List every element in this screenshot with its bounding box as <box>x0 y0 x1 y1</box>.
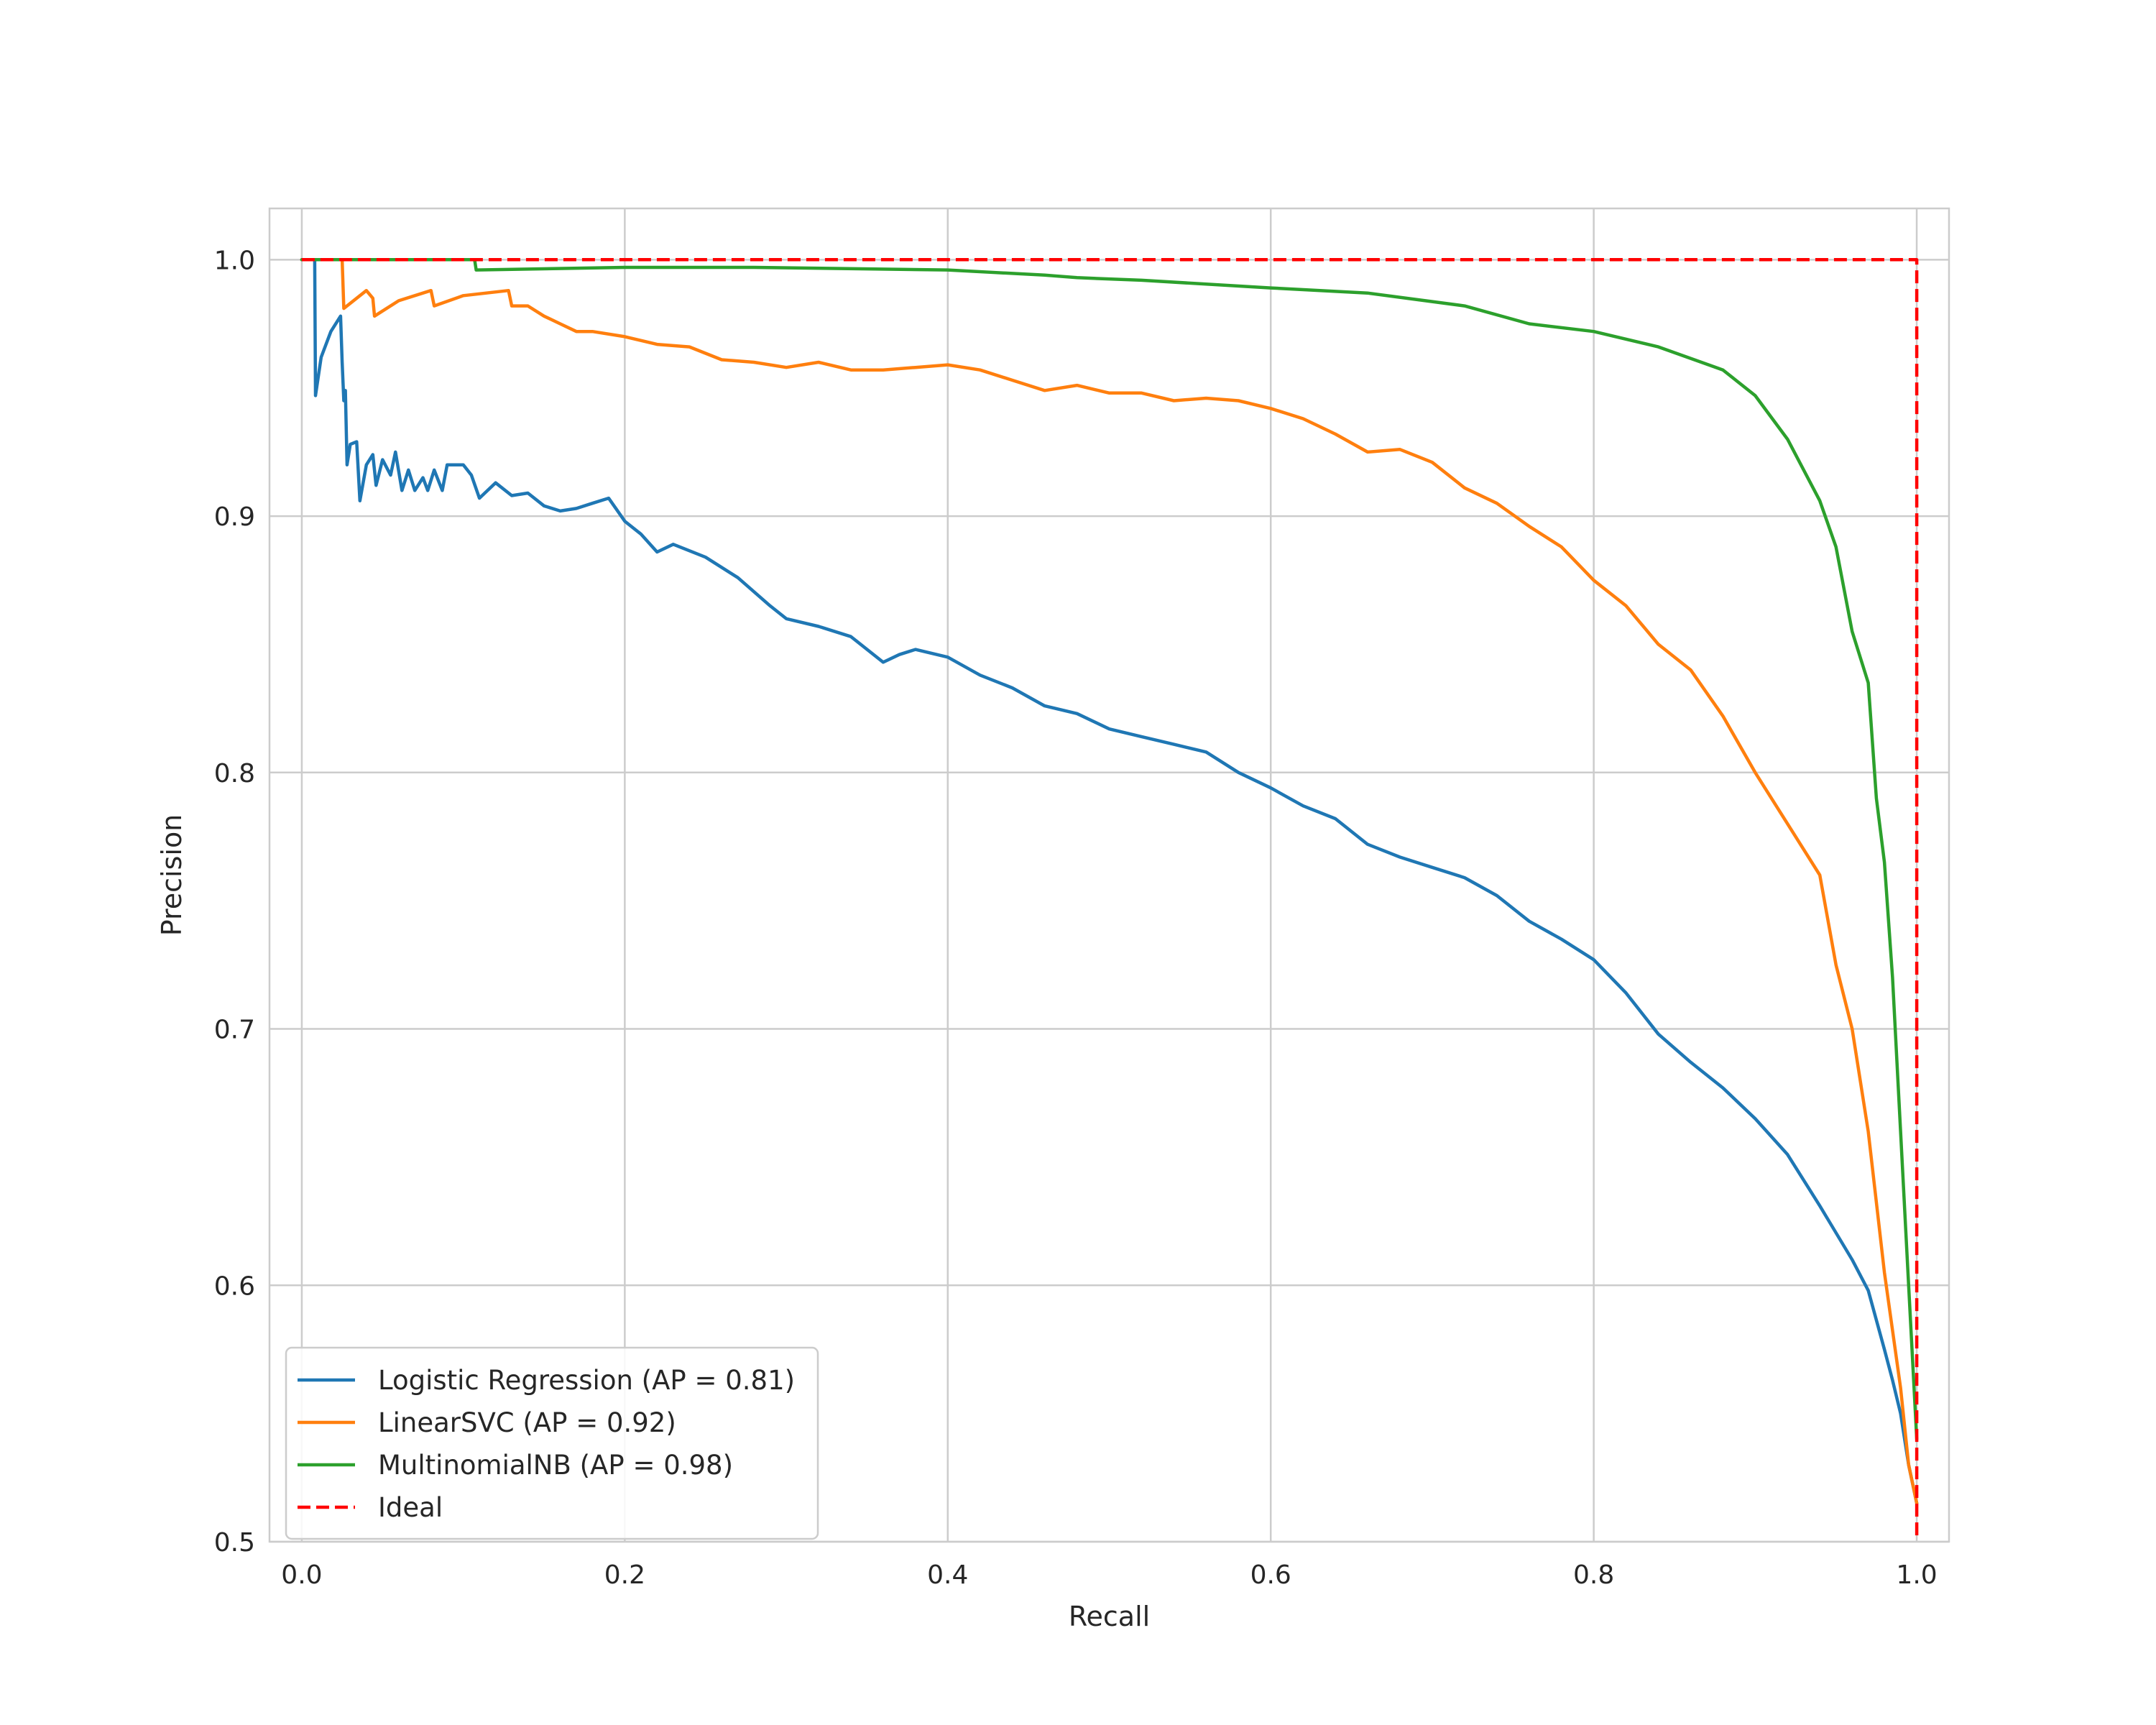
tick-labels: 0.0 0.2 0.4 0.6 0.8 1.0 0.5 0.6 0.7 0.8 0.9 1.0 <box>214 246 1938 1590</box>
legend: Logistic Regression (AP = 0.81) LinearSVC… <box>285 1346 819 1540</box>
plot-background <box>270 208 1949 1542</box>
y-tick-label: 0.5 <box>214 1528 255 1558</box>
series-line-2 <box>300 258 1919 1441</box>
y-tick-label: 0.8 <box>214 759 255 788</box>
y-tick-label: 0.9 <box>214 502 255 532</box>
series-lines <box>300 258 1919 1542</box>
x-tick-label: 0.2 <box>604 1560 645 1590</box>
legend-label: MultinomialNB (AP = 0.98) <box>378 1450 733 1481</box>
legend-box <box>285 1346 819 1540</box>
y-tick-label: 1.0 <box>214 246 255 275</box>
x-tick-label: 0.0 <box>281 1560 322 1590</box>
x-tick-label: 0.4 <box>927 1560 968 1590</box>
x-axis-title: Recall <box>1069 1601 1150 1632</box>
x-tick-label: 1.0 <box>1896 1560 1937 1590</box>
series-line-0 <box>300 258 1919 1505</box>
x-tick-label: 0.6 <box>1250 1560 1291 1590</box>
y-tick-label: 0.7 <box>214 1016 255 1045</box>
x-tick-label: 0.8 <box>1573 1560 1614 1590</box>
series-line-3 <box>301 258 1919 1542</box>
legend-label: Ideal <box>378 1492 443 1523</box>
y-tick-label: 0.6 <box>214 1271 255 1301</box>
plot-frame <box>268 207 1950 1543</box>
series-line-1 <box>300 258 1919 1505</box>
legend-label: LinearSVC (AP = 0.92) <box>378 1407 676 1438</box>
legend-label: Logistic Regression (AP = 0.81) <box>378 1365 795 1396</box>
y-axis-title: Precision <box>156 814 188 937</box>
